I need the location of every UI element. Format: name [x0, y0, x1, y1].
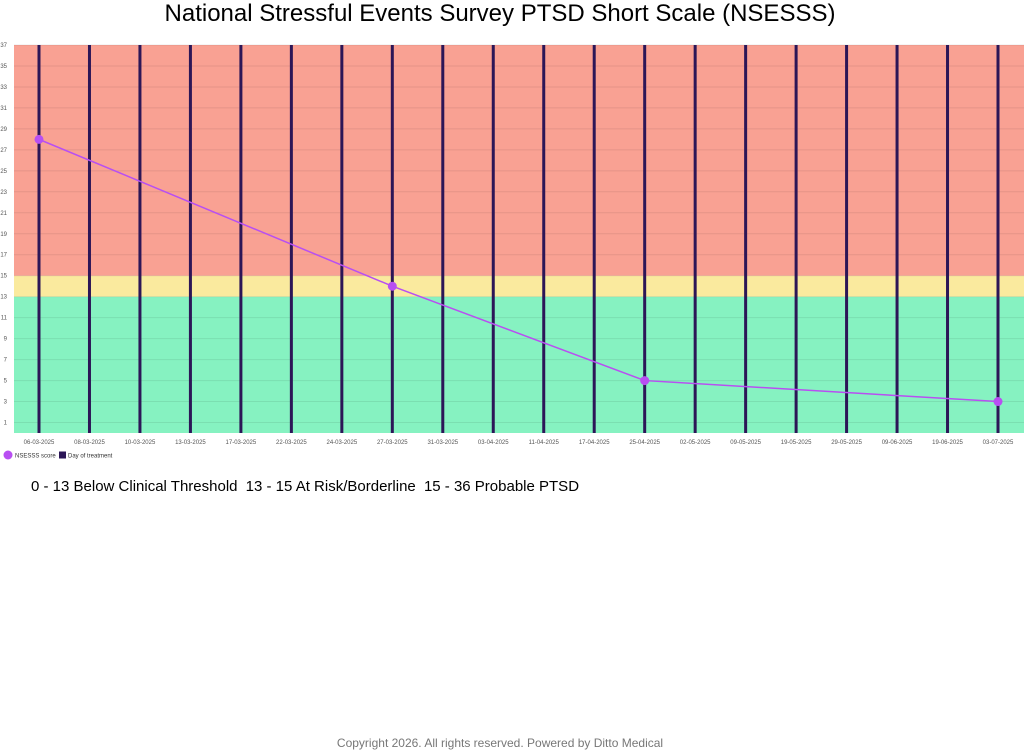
- x-tick-label: 25-04-2025: [629, 440, 660, 446]
- treatment-day-bar: [441, 45, 445, 433]
- chart-title: National Stressful Events Survey PTSD Sh…: [164, 0, 836, 27]
- treatment-day-bar: [37, 45, 41, 433]
- y-tick-label: 33: [0, 85, 7, 91]
- y-tick-label: 19: [0, 232, 7, 238]
- score-point: [34, 134, 44, 144]
- x-tick-label: 27-03-2025: [377, 440, 408, 446]
- y-tick-label: 29: [0, 127, 7, 133]
- treatment-day-bar: [390, 45, 394, 433]
- y-tick-label: 3: [4, 400, 8, 406]
- x-tick-label: 17-03-2025: [226, 440, 257, 446]
- x-tick-label: 06-03-2025: [24, 440, 55, 446]
- x-tick-label: 02-05-2025: [680, 440, 711, 446]
- x-tick-label: 09-06-2025: [882, 440, 913, 446]
- treatment-day-bar: [289, 45, 293, 433]
- score-point: [640, 376, 650, 386]
- treatment-day-bar: [87, 45, 91, 433]
- score-point: [993, 397, 1003, 407]
- score-series: [34, 134, 1003, 407]
- threshold-key: 0 - 13 Below Clinical Threshold 13 - 15 …: [31, 478, 583, 496]
- x-tick-label: 08-03-2025: [74, 440, 105, 446]
- threshold-band-1: [14, 275, 1024, 297]
- threshold-bands: [14, 45, 1024, 433]
- treatment-day-bar: [592, 45, 596, 433]
- y-tick-label: 23: [0, 190, 7, 196]
- x-tick-label: 24-03-2025: [326, 440, 357, 446]
- x-tick-label: 09-05-2025: [730, 440, 761, 446]
- legend-day-label: Day of treatment: [68, 454, 113, 460]
- y-tick-label: 7: [4, 358, 8, 364]
- threshold-below: 0 - 13 Below Clinical Threshold: [31, 478, 238, 495]
- y-tick-label: 21: [0, 211, 7, 217]
- treatment-day-bar: [744, 45, 748, 433]
- treatment-day-bar: [138, 45, 142, 433]
- x-tick-label: 19-06-2025: [932, 440, 963, 446]
- treatment-day-bar: [946, 45, 950, 433]
- y-tick-label: 35: [0, 64, 7, 70]
- score-point: [387, 281, 397, 291]
- threshold-band-0: [14, 296, 1024, 433]
- y-tick-label: 31: [0, 106, 7, 112]
- treatment-day-bar: [693, 45, 697, 433]
- treatment-day-bar: [895, 45, 899, 433]
- y-tick-label: 13: [0, 295, 7, 301]
- legend-score-swatch: [3, 450, 13, 460]
- threshold-band-2: [14, 45, 1024, 276]
- grid-lines: [14, 44, 1024, 424]
- treatment-day-bar: [643, 45, 647, 433]
- treatment-day-bar: [794, 45, 798, 433]
- y-tick-label: 37: [0, 43, 7, 49]
- x-tick-label: 11-04-2025: [529, 440, 560, 446]
- treatment-day-bar: [996, 45, 1000, 433]
- y-tick-label: 1: [4, 421, 8, 427]
- x-tick-label: 31-03-2025: [427, 440, 458, 446]
- x-tick-label: 22-03-2025: [276, 440, 307, 446]
- x-tick-label: 10-03-2025: [125, 440, 156, 446]
- treatment-day-bar: [340, 45, 344, 433]
- y-tick-label: 5: [4, 379, 8, 385]
- treatment-day-bar: [542, 45, 546, 433]
- treatment-day-bar: [845, 45, 849, 433]
- x-axis-ticks: 06-03-2025 08-03-2025 10-03-2025 13-03-2025…: [24, 440, 1014, 446]
- threshold-probable: 15 - 36 Probable PTSD: [423, 478, 580, 495]
- legend: NSESSS score Day of treatment: [3, 450, 113, 460]
- legend-score-label: NSESSS score: [15, 454, 56, 460]
- y-tick-label: 9: [4, 337, 8, 343]
- treatment-day-markers: [37, 45, 1000, 433]
- score-line: [38, 138, 999, 403]
- x-tick-label: 29-05-2025: [831, 440, 862, 446]
- x-tick-label: 19-05-2025: [781, 440, 812, 446]
- treatment-day-bar: [188, 45, 192, 433]
- copyright-footer: Copyright 2026. All rights reserved. Pow…: [336, 736, 664, 750]
- y-tick-label: 11: [1, 316, 8, 322]
- y-tick-label: 15: [0, 274, 7, 280]
- x-tick-label: 17-04-2025: [579, 440, 610, 446]
- threshold-at-risk: 13 - 15 At Risk/Borderline: [245, 478, 416, 495]
- y-tick-label: 27: [0, 148, 7, 154]
- treatment-day-bar: [239, 45, 243, 433]
- x-tick-label: 03-04-2025: [478, 440, 509, 446]
- legend-day-swatch: [59, 451, 66, 459]
- x-tick-label: 13-03-2025: [175, 440, 206, 446]
- treatment-day-bar: [491, 45, 495, 433]
- y-tick-label: 17: [0, 253, 7, 259]
- y-tick-label: 25: [0, 169, 7, 175]
- x-tick-label: 03-07-2025: [983, 440, 1014, 446]
